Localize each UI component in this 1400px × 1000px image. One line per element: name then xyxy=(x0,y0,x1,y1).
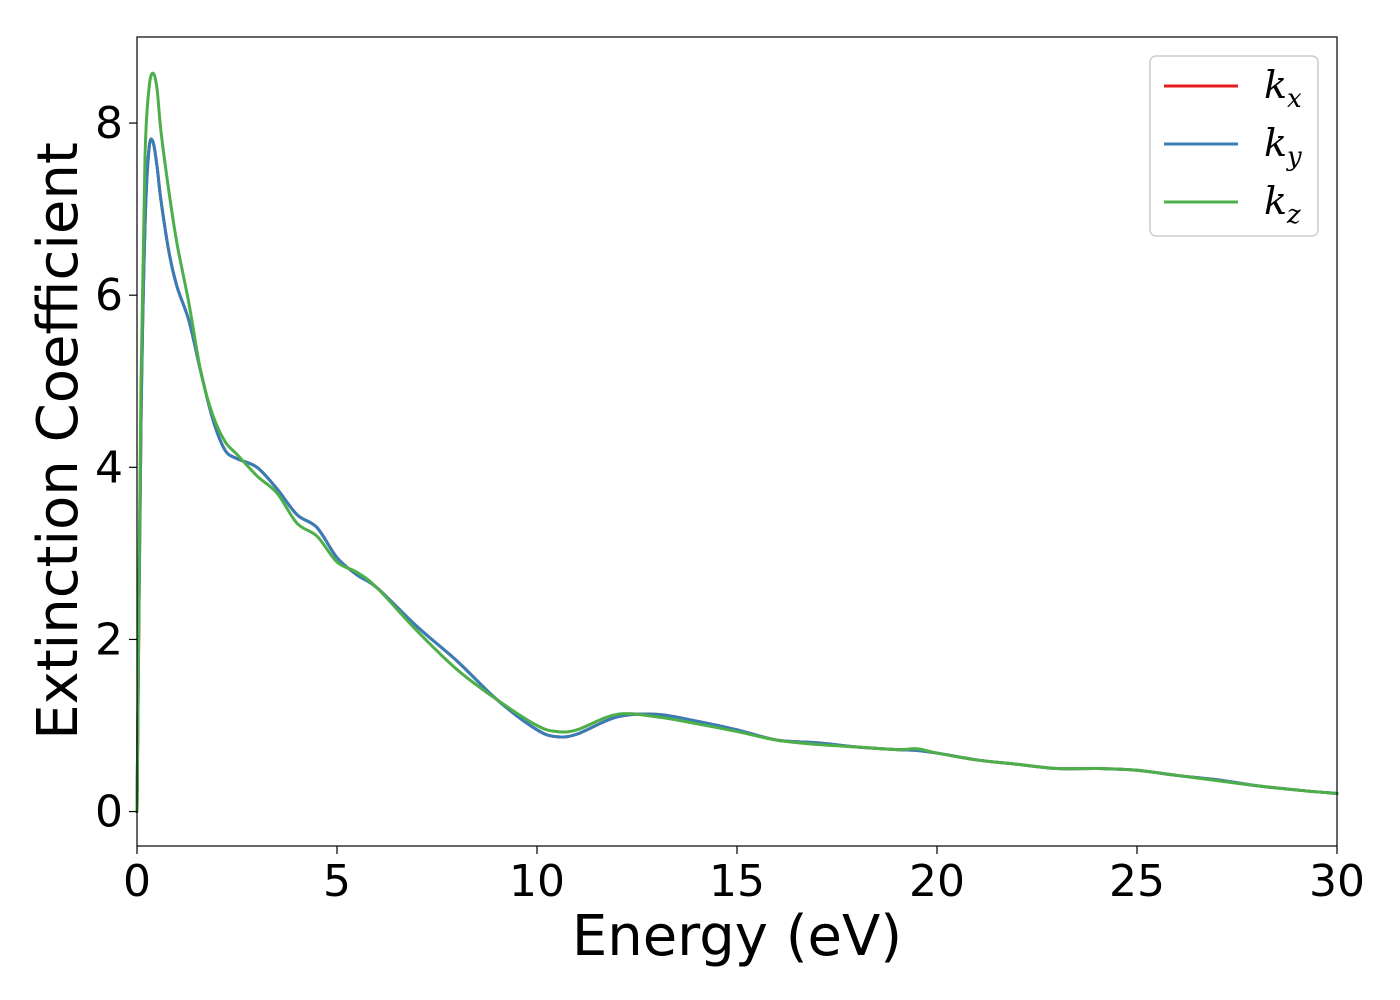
x-tick-label: 20 xyxy=(909,856,965,907)
y-tick-label: 0 xyxy=(95,787,123,838)
x-tick-label: 15 xyxy=(709,856,765,907)
x-tick-label: 10 xyxy=(509,856,565,907)
y-tick-label: 6 xyxy=(95,270,123,321)
legend-box xyxy=(1149,55,1319,237)
x-tick-label: 5 xyxy=(323,856,351,907)
x-tick-label: 30 xyxy=(1309,856,1365,907)
legend-label-ky: ky xyxy=(1264,121,1302,172)
x-tick-label: 0 xyxy=(123,856,151,907)
x-axis-ticks: 0 5 10 15 20 25 30 xyxy=(123,846,1365,907)
y-axis-title: Extinction Coefficient xyxy=(26,142,91,740)
series-lines xyxy=(135,71,1339,814)
legend: kx ky kz xyxy=(1149,55,1319,237)
plot-area xyxy=(137,37,1337,846)
legend-label-kz: kz xyxy=(1264,179,1301,230)
y-tick-label: 2 xyxy=(95,614,123,665)
y-axis-ticks: 0 2 4 6 8 xyxy=(95,98,137,838)
y-tick-label: 8 xyxy=(95,98,123,149)
legend-label-kx: kx xyxy=(1264,63,1302,114)
series-line-kz xyxy=(135,71,1339,814)
x-axis-title: Energy (eV) xyxy=(572,904,902,969)
y-tick-label: 4 xyxy=(95,442,123,493)
x-tick-label: 25 xyxy=(1109,856,1165,907)
